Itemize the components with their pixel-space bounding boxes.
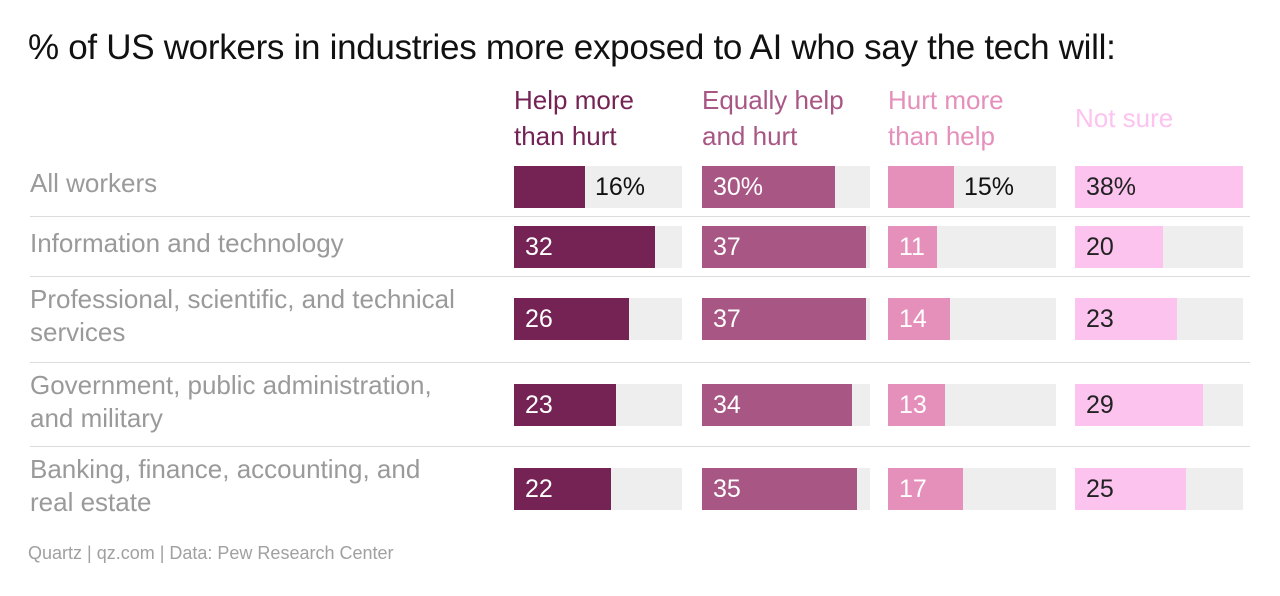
- bar-track: 38%: [1075, 166, 1243, 208]
- bar: [888, 384, 945, 426]
- data-label: 23: [525, 391, 553, 419]
- legend-label-line: and hurt: [702, 121, 798, 151]
- data-label: 29: [1086, 391, 1114, 419]
- data-label: 38%: [1086, 173, 1137, 201]
- row-label-line: and military: [30, 403, 163, 433]
- bar: [1075, 468, 1186, 510]
- bar-track: 14: [888, 298, 1056, 340]
- bar: [702, 226, 866, 268]
- data-label: 37: [713, 305, 741, 333]
- data-label: 35: [713, 475, 741, 503]
- bar-track: 30%: [702, 166, 870, 208]
- row-label: Professional, scientific, and technical s…: [30, 283, 510, 349]
- data-label: 32: [525, 233, 553, 261]
- data-label: 14: [899, 305, 927, 333]
- data-label: 37: [713, 233, 741, 261]
- bar: [702, 298, 866, 340]
- legend-label-line: Hurt more: [888, 85, 1004, 115]
- bar: [1075, 166, 1243, 208]
- legend-label-line: than hurt: [514, 121, 617, 151]
- data-label: 20: [1086, 233, 1114, 261]
- row-label: Banking, finance, accounting, and real es…: [30, 453, 510, 519]
- bar: [1075, 226, 1163, 268]
- data-label: 34: [713, 391, 741, 419]
- bar-track: 20: [1075, 226, 1243, 268]
- row-label-line: All workers: [30, 168, 158, 198]
- bar-track: 37: [702, 298, 870, 340]
- legend-equally-help-and-hurt: Equally help and hurt: [702, 82, 882, 154]
- data-label: 11: [899, 233, 925, 261]
- bar-track: 13: [888, 384, 1056, 426]
- row-label-line: real estate: [30, 487, 152, 517]
- legend-hurt-more-than-help: Hurt more than help: [888, 82, 1068, 154]
- source-note: Quartz | qz.com | Data: Pew Research Cen…: [28, 543, 394, 563]
- bar: [514, 384, 616, 426]
- data-label: 17: [899, 475, 927, 503]
- bar-track: 35: [702, 468, 870, 510]
- bar: [514, 166, 585, 208]
- legend-label-line: Not sure: [1075, 103, 1174, 133]
- bar-track: 16%: [514, 166, 682, 208]
- row-divider: [30, 276, 1250, 277]
- bar-track: 22: [514, 468, 682, 510]
- legend-not-sure: Not sure: [1075, 100, 1255, 136]
- bar-track: 17: [888, 468, 1056, 510]
- bar-track: 23: [514, 384, 682, 426]
- bar-track: 29: [1075, 384, 1243, 426]
- legend-label-line: Help more: [514, 85, 634, 115]
- data-label: 26: [525, 305, 553, 333]
- bar: [702, 468, 857, 510]
- bar: [514, 468, 611, 510]
- chart-title: % of US workers in industries more expos…: [28, 28, 1116, 67]
- row-label: Government, public administration, and mi…: [30, 369, 510, 435]
- data-label: 15%: [964, 173, 1015, 201]
- bar-track: 23: [1075, 298, 1243, 340]
- row-label-line: Professional, scientific, and technical: [30, 284, 455, 314]
- bar: [514, 226, 655, 268]
- bar-track: 25: [1075, 468, 1243, 510]
- legend-label-line: than help: [888, 121, 995, 151]
- row-divider: [30, 446, 1250, 447]
- row-label-line: Government, public administration,: [30, 370, 432, 400]
- row-divider: [30, 362, 1250, 363]
- legend-label-line: Equally help: [702, 85, 844, 115]
- bar-track: 15%: [888, 166, 1056, 208]
- bar-track: 34: [702, 384, 870, 426]
- bar-track: 32: [514, 226, 682, 268]
- bar-track: 37: [702, 226, 870, 268]
- data-label: 25: [1086, 475, 1114, 503]
- bar: [702, 384, 852, 426]
- bar: [888, 226, 937, 268]
- bar: [514, 298, 629, 340]
- bar: [888, 468, 963, 510]
- data-label: 16%: [595, 173, 646, 201]
- data-label: 13: [899, 391, 927, 419]
- bar: [888, 298, 950, 340]
- row-label: All workers: [30, 167, 510, 200]
- bar: [1075, 384, 1203, 426]
- row-label-line: Information and technology: [30, 228, 344, 258]
- bar-track: 11: [888, 226, 1056, 268]
- bar-track: 26: [514, 298, 682, 340]
- row-divider: [30, 216, 1250, 217]
- row-label-line: Banking, finance, accounting, and: [30, 454, 421, 484]
- legend-help-more-than-hurt: Help more than hurt: [514, 82, 694, 154]
- bar: [888, 166, 954, 208]
- row-label: Information and technology: [30, 227, 510, 260]
- bar: [1075, 298, 1177, 340]
- data-label: 30%: [713, 173, 764, 201]
- bar: [702, 166, 835, 208]
- row-label-line: services: [30, 317, 126, 347]
- data-label: 23: [1086, 305, 1114, 333]
- data-label: 22: [525, 475, 553, 503]
